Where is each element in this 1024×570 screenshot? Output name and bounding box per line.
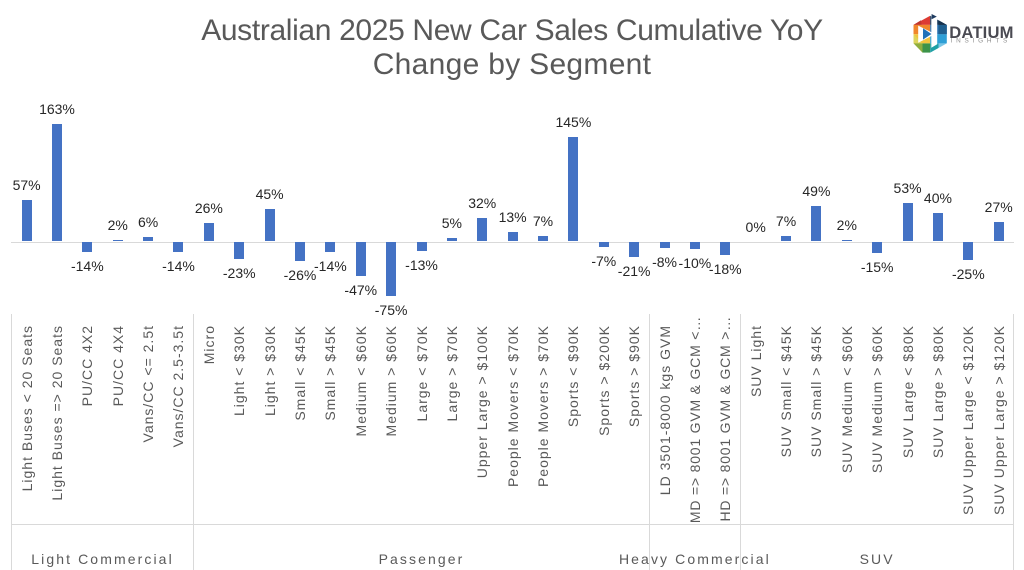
svg-text:DATIUM: DATIUM (949, 23, 1014, 42)
svg-text:INSIGHTS: INSIGHTS (951, 38, 1012, 45)
